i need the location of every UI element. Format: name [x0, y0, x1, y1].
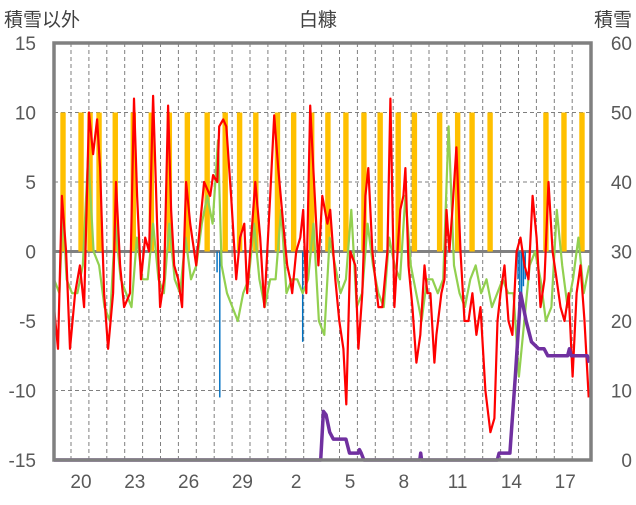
orange-bar	[96, 112, 102, 252]
orange-bar	[436, 112, 443, 252]
right-y-tick-label: 40	[611, 173, 632, 194]
right-y-tick-label: 0	[621, 451, 632, 472]
orange-bar	[469, 112, 475, 252]
orange-bar	[204, 112, 210, 252]
orange-bar	[274, 112, 281, 252]
right-axis-title: 積雪	[594, 9, 632, 31]
x-tick-label: 29	[232, 472, 253, 493]
orange-bar	[308, 112, 315, 252]
orange-bar	[184, 112, 191, 252]
orange-bar	[343, 112, 349, 252]
orange-bar	[411, 112, 418, 252]
blue-bar	[219, 251, 221, 398]
left-y-tick-label: 15	[15, 34, 36, 55]
left-y-tick-label: -10	[9, 382, 36, 403]
left-axis-title: 積雪以外	[4, 9, 80, 31]
orange-bar	[325, 112, 331, 252]
left-y-tick-label: 0	[25, 243, 36, 264]
red-series-line	[52, 94, 590, 434]
right-y-tick-label: 30	[611, 243, 632, 264]
blue-bar	[216, 251, 218, 273]
orange-bar	[543, 112, 549, 252]
blue-bar	[522, 251, 525, 287]
left-y-tick-label: -15	[9, 451, 36, 472]
orange-bar	[236, 112, 243, 252]
x-tick-label: 5	[345, 472, 356, 493]
x-tick-label: 2	[291, 472, 302, 493]
orange-bar	[222, 112, 228, 252]
right-y-tick-label: 20	[611, 312, 632, 333]
orange-bar	[377, 112, 383, 252]
blue-bar	[301, 251, 304, 342]
orange-bar	[78, 112, 84, 252]
plot-border	[52, 41, 593, 462]
x-tick-label: 20	[70, 472, 91, 493]
blue-bar	[520, 251, 523, 294]
x-tick-label: 11	[448, 472, 468, 493]
blue-bar	[519, 251, 521, 294]
orange-bar	[60, 112, 66, 252]
plot-frame	[52, 41, 593, 462]
left-y-tick-label: 10	[15, 104, 36, 125]
x-tick-label: 14	[501, 472, 523, 493]
x-tick-label: 8	[399, 472, 410, 493]
blue-bar	[517, 251, 519, 280]
orange-bar	[361, 112, 367, 252]
chart-title: 白糠	[299, 8, 337, 31]
left-y-tick-label: -5	[19, 312, 36, 333]
right-y-tick-label: 60	[611, 34, 632, 55]
right-y-tick-label: 10	[611, 382, 632, 403]
left-y-tick-label: 5	[25, 173, 36, 194]
orange-bar	[290, 112, 297, 252]
orange-bar	[395, 112, 401, 252]
orange-bar	[561, 112, 567, 252]
orange-bar	[487, 112, 493, 252]
x-tick-label: 23	[124, 472, 145, 493]
x-tick-label: 26	[178, 472, 199, 493]
right-y-tick-label: 50	[611, 104, 632, 125]
orange-bar	[579, 112, 585, 252]
x-tick-label: 17	[555, 472, 576, 493]
